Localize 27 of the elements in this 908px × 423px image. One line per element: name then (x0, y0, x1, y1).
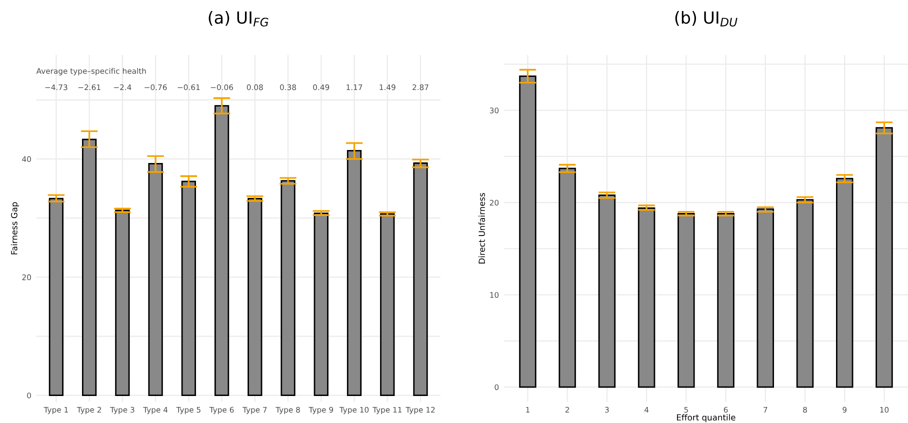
bar (836, 178, 854, 388)
y-axis-title: Fairness Gap (10, 202, 19, 254)
bar (82, 138, 97, 396)
bar (314, 212, 328, 396)
bar (796, 199, 814, 388)
bar (876, 127, 893, 388)
y-axis-title: Direct Unfairness (478, 192, 485, 264)
bar (280, 180, 296, 396)
bar (181, 180, 196, 396)
chart-title: (b) UI$_{DU}$ (675, 10, 738, 27)
bar (558, 168, 576, 388)
bar (380, 213, 395, 396)
bar (519, 76, 536, 388)
bar (248, 198, 262, 396)
bar (717, 212, 734, 388)
x-axis-title: Effort quantile (677, 414, 736, 422)
bar (214, 105, 230, 396)
bar (346, 150, 362, 396)
bar (115, 210, 130, 396)
bar (678, 212, 695, 388)
bar (638, 207, 656, 388)
bar (48, 198, 64, 396)
bar (756, 208, 774, 388)
bar (148, 163, 163, 396)
chart-title: (a) UI$_{FG}$ (208, 10, 268, 27)
bar (598, 194, 616, 388)
bar (413, 162, 428, 396)
